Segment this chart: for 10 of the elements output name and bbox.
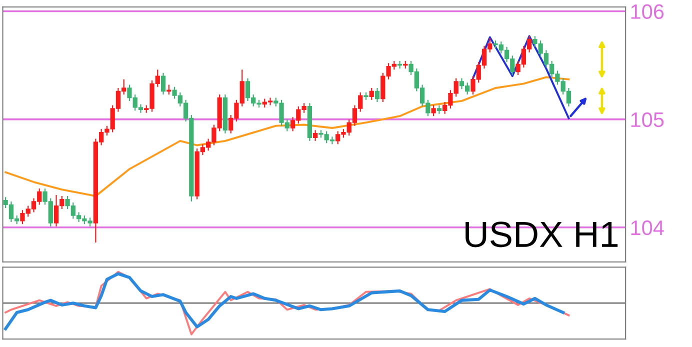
candlestick xyxy=(312,130,318,142)
candlestick xyxy=(431,104,436,117)
candlestick xyxy=(160,72,166,96)
y-tick-label: 105 xyxy=(631,112,664,128)
line-series xyxy=(4,76,570,198)
candlestick xyxy=(374,87,380,103)
y-tick-label: 104 xyxy=(631,220,664,236)
y-tick-label: 106 xyxy=(631,4,664,20)
candlestick xyxy=(369,87,374,100)
text: USDX H1 xyxy=(466,222,618,248)
